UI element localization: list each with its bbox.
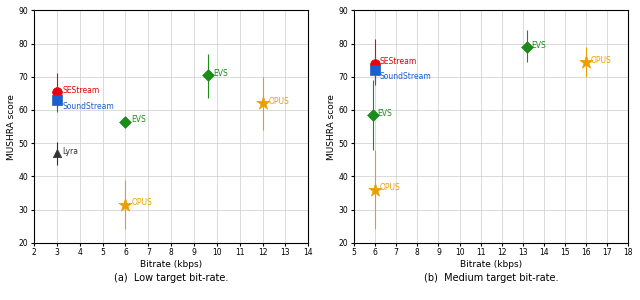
Text: OPUS: OPUS (590, 56, 611, 65)
Text: OPUS: OPUS (380, 184, 400, 193)
Point (370, 68, 380, 73)
Point (52, 98, 62, 102)
Text: EVS: EVS (131, 116, 146, 124)
Text: (b)  Medium target bit-rate.: (b) Medium target bit-rate. (424, 273, 559, 283)
Point (370, 187, 380, 192)
Text: EVS: EVS (377, 109, 392, 118)
Text: SEStream: SEStream (380, 57, 417, 66)
Text: SoundStream: SoundStream (380, 72, 431, 81)
Point (368, 112, 378, 117)
X-axis label: Bitrate (kbps): Bitrate (kbps) (140, 260, 202, 269)
X-axis label: Bitrate (kbps): Bitrate (kbps) (460, 260, 522, 269)
Text: SoundStream: SoundStream (63, 102, 115, 111)
Point (120, 119, 131, 124)
Text: OPUS: OPUS (268, 97, 289, 106)
Point (581, 59, 591, 64)
Text: EVS: EVS (213, 69, 228, 78)
Point (257, 101, 268, 106)
Text: Lyra: Lyra (63, 147, 79, 156)
Point (203, 73, 213, 78)
Point (522, 44, 532, 49)
Text: (a)  Low target bit-rate.: (a) Low target bit-rate. (114, 273, 228, 283)
Text: EVS: EVS (531, 41, 546, 50)
Point (120, 202, 131, 207)
Point (52, 151, 62, 155)
Text: OPUS: OPUS (131, 198, 152, 207)
Point (52, 89, 62, 94)
Point (370, 61, 380, 66)
Text: SEStream: SEStream (63, 85, 100, 94)
Y-axis label: MUSHRA score: MUSHRA score (327, 94, 336, 160)
Y-axis label: MUSHRA score: MUSHRA score (7, 94, 16, 160)
